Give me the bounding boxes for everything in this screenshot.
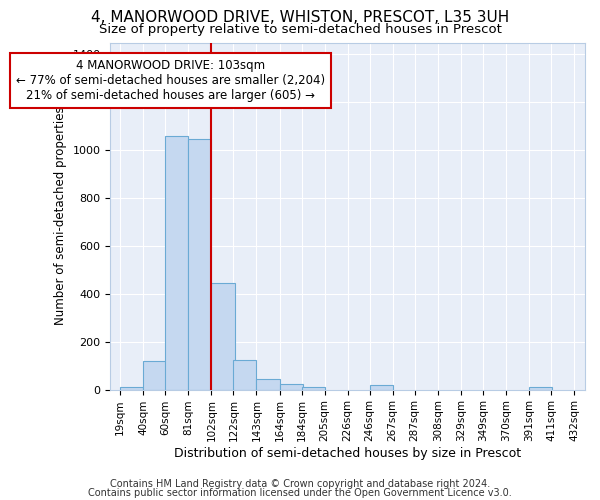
Text: Contains HM Land Registry data © Crown copyright and database right 2024.: Contains HM Land Registry data © Crown c… <box>110 479 490 489</box>
Bar <box>280 384 302 390</box>
Bar <box>165 136 188 390</box>
Text: 4 MANORWOOD DRIVE: 103sqm
← 77% of semi-detached houses are smaller (2,204)
21% : 4 MANORWOOD DRIVE: 103sqm ← 77% of semi-… <box>16 60 325 102</box>
Bar <box>370 386 393 390</box>
Bar <box>529 386 552 390</box>
Bar <box>302 386 325 390</box>
Bar <box>256 379 280 390</box>
Y-axis label: Number of semi-detached properties: Number of semi-detached properties <box>54 106 67 326</box>
Bar <box>120 387 143 390</box>
Text: Contains public sector information licensed under the Open Government Licence v3: Contains public sector information licen… <box>88 488 512 498</box>
Bar <box>143 361 166 390</box>
Bar <box>188 140 211 390</box>
Bar <box>211 282 235 390</box>
X-axis label: Distribution of semi-detached houses by size in Prescot: Distribution of semi-detached houses by … <box>174 447 521 460</box>
Bar <box>233 360 256 390</box>
Text: Size of property relative to semi-detached houses in Prescot: Size of property relative to semi-detach… <box>98 22 502 36</box>
Text: 4, MANORWOOD DRIVE, WHISTON, PRESCOT, L35 3UH: 4, MANORWOOD DRIVE, WHISTON, PRESCOT, L3… <box>91 10 509 25</box>
